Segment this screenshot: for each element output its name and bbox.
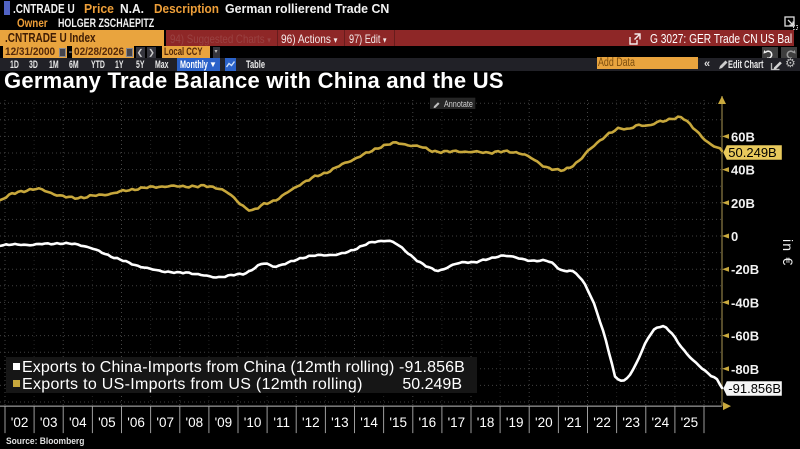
svg-text:'14: '14 (360, 415, 378, 430)
svg-text:50.249B: 50.249B (728, 145, 776, 160)
svg-text:'22: '22 (593, 415, 611, 430)
svg-text:'06: '06 (127, 415, 145, 430)
svg-text:Source: Bloomberg: Source: Bloomberg (6, 436, 84, 447)
svg-text:'16: '16 (419, 415, 437, 430)
svg-text:Exports to US-Imports from US: Exports to US-Imports from US (12mth rol… (22, 376, 363, 393)
svg-text:'08: '08 (186, 415, 204, 430)
svg-text:'23: '23 (622, 415, 640, 430)
svg-text:'04: '04 (69, 415, 87, 430)
svg-text:in €: in € (780, 239, 796, 266)
svg-text:'15: '15 (389, 415, 407, 430)
svg-text:-80B: -80B (731, 362, 759, 377)
svg-text:'12: '12 (302, 415, 320, 430)
svg-text:-91.856B: -91.856B (728, 381, 781, 396)
svg-text:'19: '19 (506, 415, 524, 430)
svg-text:Exports to China-Imports from: Exports to China-Imports from China (12m… (22, 359, 465, 376)
svg-text:'02: '02 (11, 415, 29, 430)
svg-text:'17: '17 (448, 415, 466, 430)
svg-text:-20B: -20B (731, 262, 759, 277)
svg-text:60B: 60B (731, 129, 755, 144)
svg-text:Annotate: Annotate (444, 98, 473, 109)
svg-text:'25: '25 (681, 415, 699, 430)
svg-text:0: 0 (731, 229, 738, 244)
svg-text:'10: '10 (244, 415, 262, 430)
svg-text:'21: '21 (564, 415, 582, 430)
svg-text:'20: '20 (535, 415, 553, 430)
svg-text:'09: '09 (215, 415, 233, 430)
svg-text:'24: '24 (652, 415, 670, 430)
svg-text:'18: '18 (477, 415, 495, 430)
svg-text:'07: '07 (156, 415, 174, 430)
svg-text:'05: '05 (98, 415, 116, 430)
svg-text:20B: 20B (731, 196, 755, 211)
svg-text:-40B: -40B (731, 295, 759, 310)
svg-text:'13: '13 (331, 415, 349, 430)
svg-text:'11: '11 (273, 415, 290, 430)
svg-text:'03: '03 (40, 415, 58, 430)
svg-text:40B: 40B (731, 163, 755, 178)
svg-text:-60B: -60B (731, 329, 759, 344)
svg-text:50.249B: 50.249B (402, 376, 462, 393)
